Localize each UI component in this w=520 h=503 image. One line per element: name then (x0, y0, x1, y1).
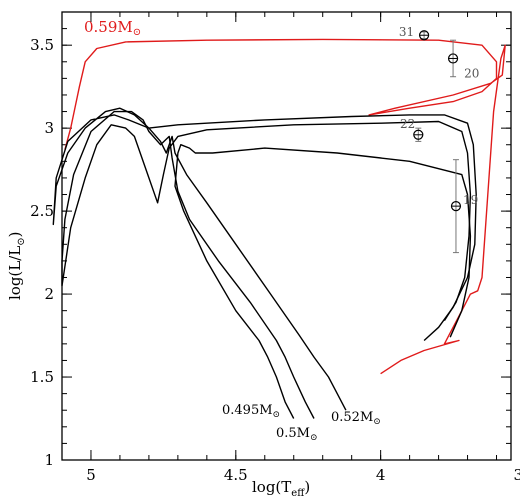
y-tick-label: 3.5 (30, 36, 54, 54)
track-052 (52, 107, 477, 411)
y-tick-label: 1.5 (30, 368, 54, 386)
red-track-label: 0.59M⊙ (84, 18, 141, 38)
observed-stars: 31 20 22 19 (399, 25, 479, 254)
track-label-052: 0.52M⊙ (331, 410, 381, 427)
y-tick-label: 1 (44, 451, 54, 469)
star-label: 20 (464, 66, 479, 80)
track-059 (64, 38, 506, 375)
track-0495 (174, 144, 472, 419)
star-label: 22 (400, 117, 415, 131)
x-tick-label: 4.5 (224, 466, 248, 484)
x-tick-label: 5 (86, 466, 96, 484)
y-tick-label: 2.5 (30, 202, 54, 220)
x-tick-label: 3.5 (514, 466, 520, 484)
track-label-0495: 0.495M⊙ (222, 403, 280, 420)
x-axis-title: log(Teff) (252, 478, 310, 499)
track-05 (61, 110, 472, 419)
star-label: 19 (463, 193, 478, 207)
plot-frame (61, 11, 512, 461)
x-tick-label: 4 (376, 466, 386, 484)
star-label: 31 (399, 25, 414, 39)
track-label-050: 0.5M⊙ (276, 426, 318, 443)
y-tick-label: 3 (44, 119, 54, 137)
y-tick-label: 2 (44, 285, 54, 303)
evolutionary-tracks (52, 38, 506, 419)
axis-ticks: 5 4.5 4 3.5 1 1.5 2 2.5 3 3.5 (30, 12, 520, 484)
y-axis-title: log(L/L⊙) (6, 231, 27, 300)
